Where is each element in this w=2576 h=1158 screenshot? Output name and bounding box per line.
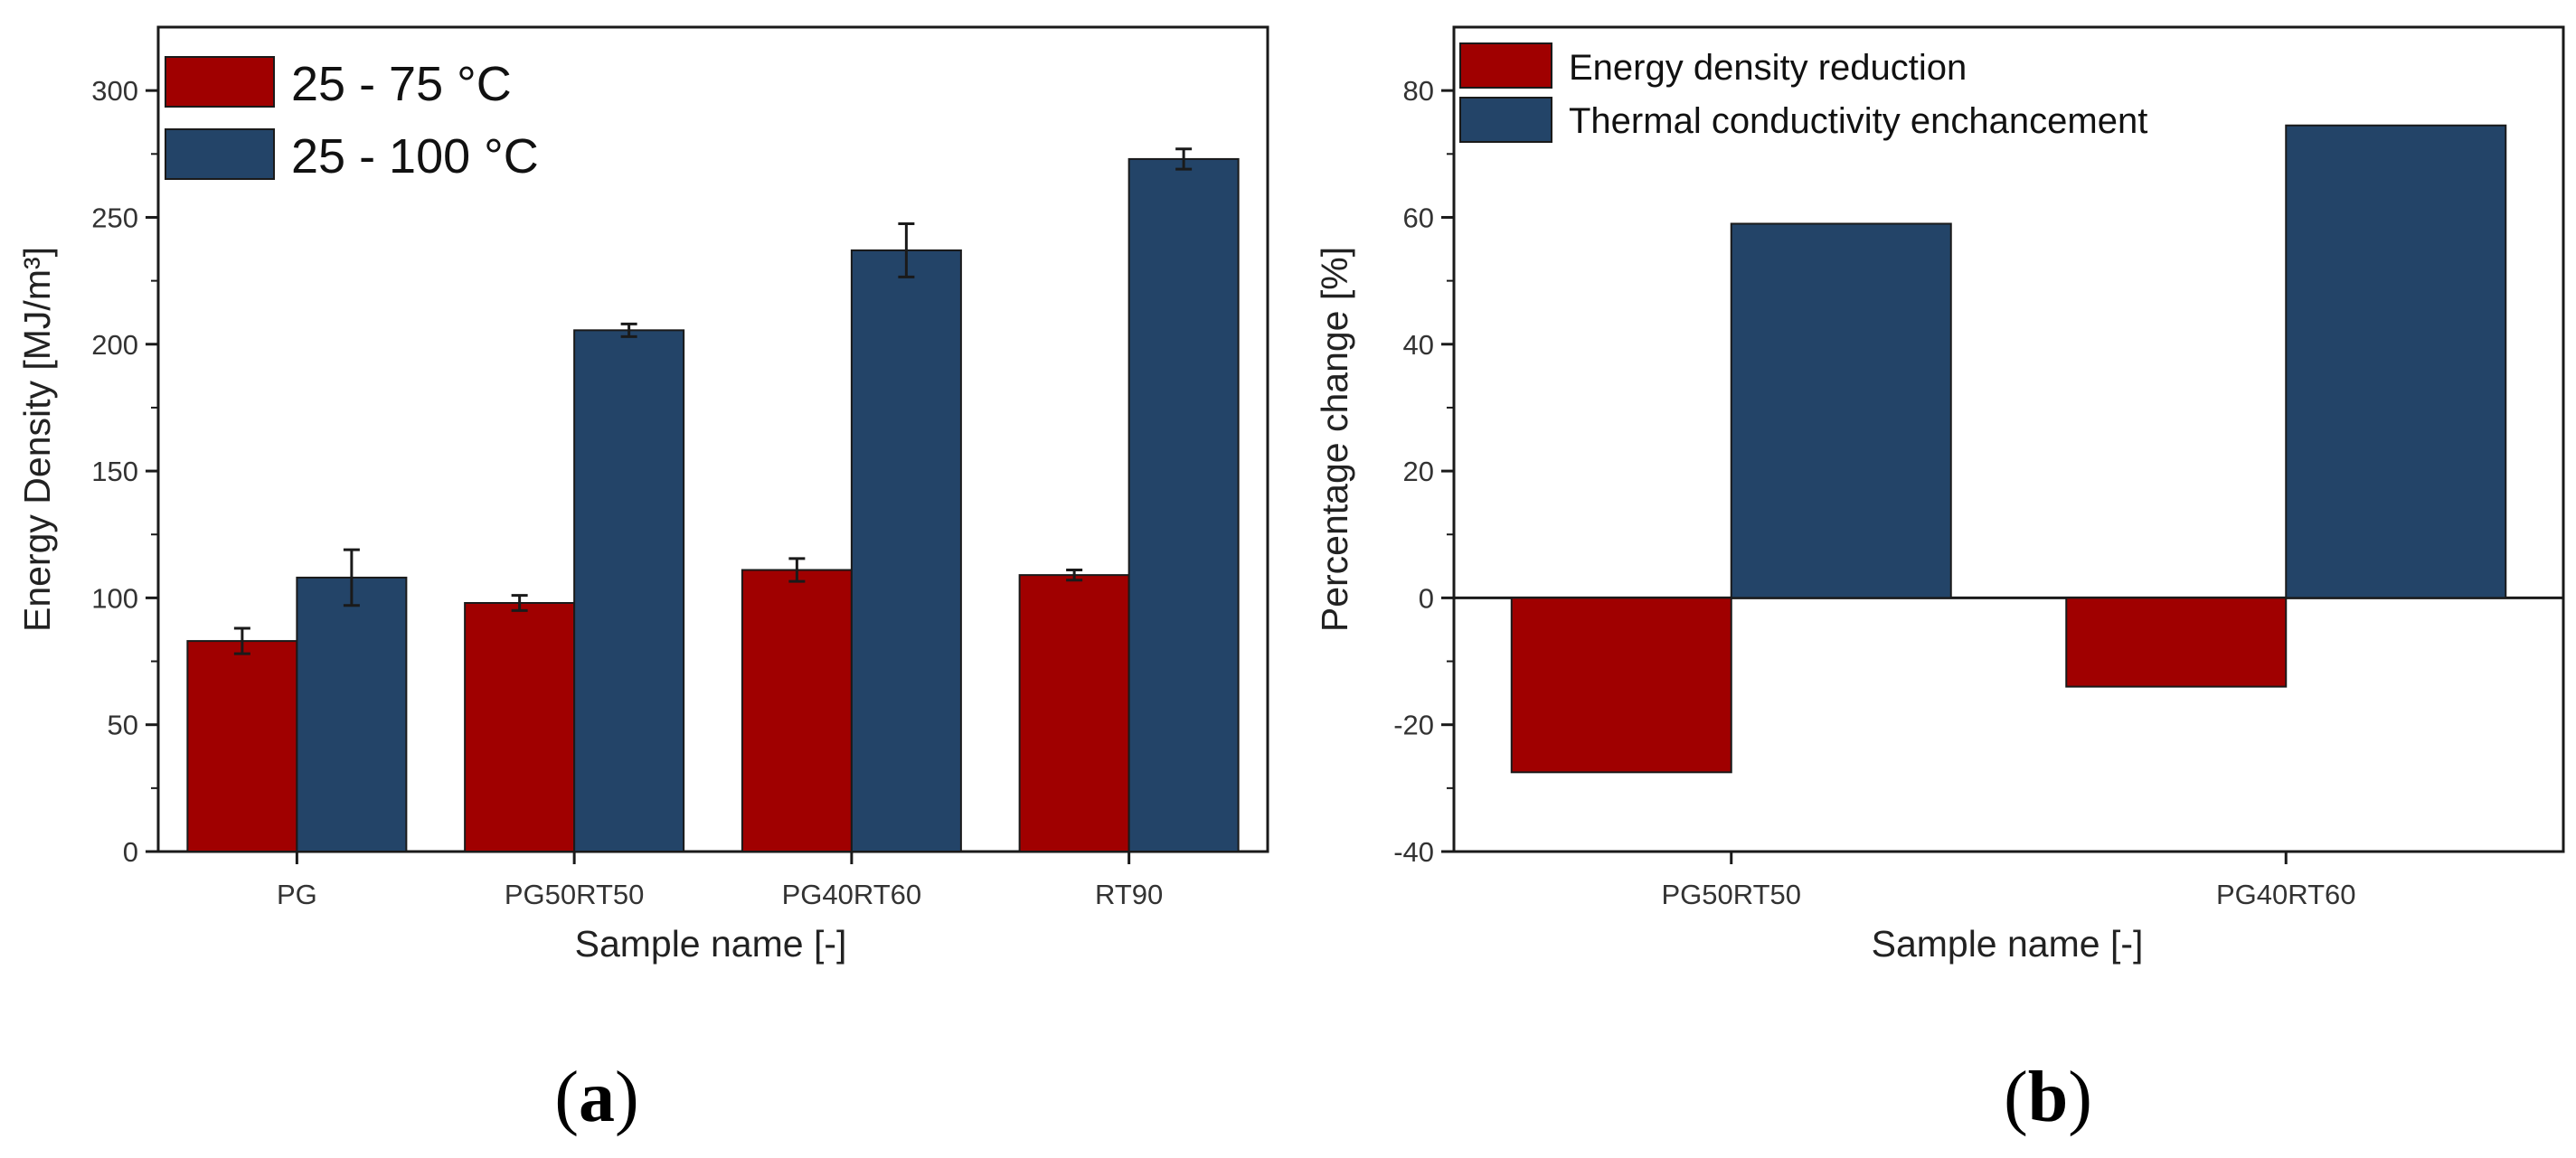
legend-swatch-series-2 bbox=[165, 128, 275, 180]
error-bars bbox=[233, 147, 1193, 655]
legend-swatch-series-1 bbox=[165, 56, 275, 108]
legend-label-series-1: 25 - 75 °C bbox=[291, 57, 512, 111]
panel-label-b: (b) bbox=[2004, 1058, 2092, 1137]
x-axis-ticks: PG50RT50 PG40RT60 bbox=[1661, 852, 2356, 910]
y-tick-label: 150 bbox=[91, 456, 138, 487]
y-tick-label: 100 bbox=[91, 582, 138, 614]
y-tick-label: 300 bbox=[91, 75, 138, 107]
legend: Energy density reduction Thermal conduct… bbox=[1459, 42, 2147, 143]
legend-label-series-1: Energy density reduction bbox=[1569, 48, 1967, 88]
bar-2-pg bbox=[296, 576, 408, 852]
y-axis-ticks: 0 50 100 150 200 250 300 bbox=[91, 75, 158, 868]
error-bar bbox=[1066, 569, 1083, 582]
y-tick-label: 80 bbox=[1403, 75, 1434, 107]
legend-label-series-2: 25 - 100 °C bbox=[291, 129, 539, 184]
x-tick-label: PG bbox=[277, 879, 317, 910]
error-bar bbox=[788, 557, 806, 583]
x-tick-label: RT90 bbox=[1095, 879, 1163, 910]
legend: 25 - 75 °C 25 - 100 °C bbox=[165, 56, 539, 184]
legend-swatch-series-2 bbox=[1459, 97, 1552, 143]
bar-2-pg40rt60 bbox=[850, 249, 962, 852]
bar-2-rt90 bbox=[1128, 157, 1240, 853]
y-tick-label: 60 bbox=[1403, 202, 1434, 233]
error-bar bbox=[620, 322, 637, 338]
x-axis-title: Sample name [-] bbox=[1872, 923, 2144, 965]
bar-2-pg40rt60 bbox=[2285, 124, 2507, 599]
legend-label-series-2: Thermal conductivity enchancement bbox=[1569, 101, 2147, 141]
error-bar bbox=[343, 548, 360, 607]
bars bbox=[1510, 124, 2507, 774]
error-bar bbox=[898, 221, 915, 278]
x-tick-label: PG40RT60 bbox=[782, 879, 922, 910]
y-axis-ticks: -40 -20 0 20 40 60 80 bbox=[1393, 75, 1454, 868]
panel-label-a: (a) bbox=[554, 1058, 638, 1137]
plot-area-frame bbox=[156, 25, 1269, 853]
chart-b: -40 -20 0 20 40 60 80 PG50RT50 PG40RT60 Energy … bbox=[1314, 25, 2565, 965]
y-tick-label: 40 bbox=[1403, 329, 1434, 361]
error-bar bbox=[233, 626, 250, 655]
y-tick-label: 250 bbox=[91, 202, 138, 233]
y-tick-label: 0 bbox=[123, 836, 138, 868]
x-tick-label: PG50RT50 bbox=[505, 879, 645, 910]
error-bar bbox=[1175, 147, 1193, 171]
y-tick-label: 50 bbox=[108, 710, 138, 741]
bar-1-rt90 bbox=[1018, 574, 1130, 852]
legend-swatch-series-1 bbox=[1459, 42, 1552, 89]
y-tick-label: -20 bbox=[1393, 710, 1434, 741]
x-tick-label: PG50RT50 bbox=[1661, 879, 1801, 910]
x-tick-label: PG40RT60 bbox=[2216, 879, 2356, 910]
bar-2-pg50rt50 bbox=[573, 329, 685, 852]
bar-1-pg bbox=[186, 640, 298, 852]
y-axis-title: Energy Density [MJ/m³] bbox=[16, 247, 58, 632]
y-tick-label: -40 bbox=[1393, 836, 1434, 868]
y-tick-label: 0 bbox=[1419, 582, 1434, 614]
bar-2-pg50rt50 bbox=[1730, 222, 1952, 599]
error-bar bbox=[511, 594, 528, 612]
bar-1-pg40rt60 bbox=[741, 569, 853, 852]
bar-1-pg50rt50 bbox=[464, 601, 576, 853]
y-tick-label: 20 bbox=[1403, 456, 1434, 487]
plot-area-frame bbox=[1452, 25, 2565, 853]
y-axis-title: Percentage change [%] bbox=[1314, 247, 1355, 632]
y-tick-label: 200 bbox=[91, 329, 138, 361]
x-axis-ticks: PG PG50RT50 PG40RT60 RT90 bbox=[277, 852, 1163, 910]
bars bbox=[186, 157, 1240, 853]
x-axis-title: Sample name [-] bbox=[575, 923, 847, 965]
bar-1-pg50rt50 bbox=[1510, 597, 1732, 774]
bar-1-pg40rt60 bbox=[2065, 597, 2288, 688]
chart-a: 0 50 100 150 200 250 300 PG PG50RT50 PG40RT60 RT9… bbox=[16, 25, 1269, 965]
